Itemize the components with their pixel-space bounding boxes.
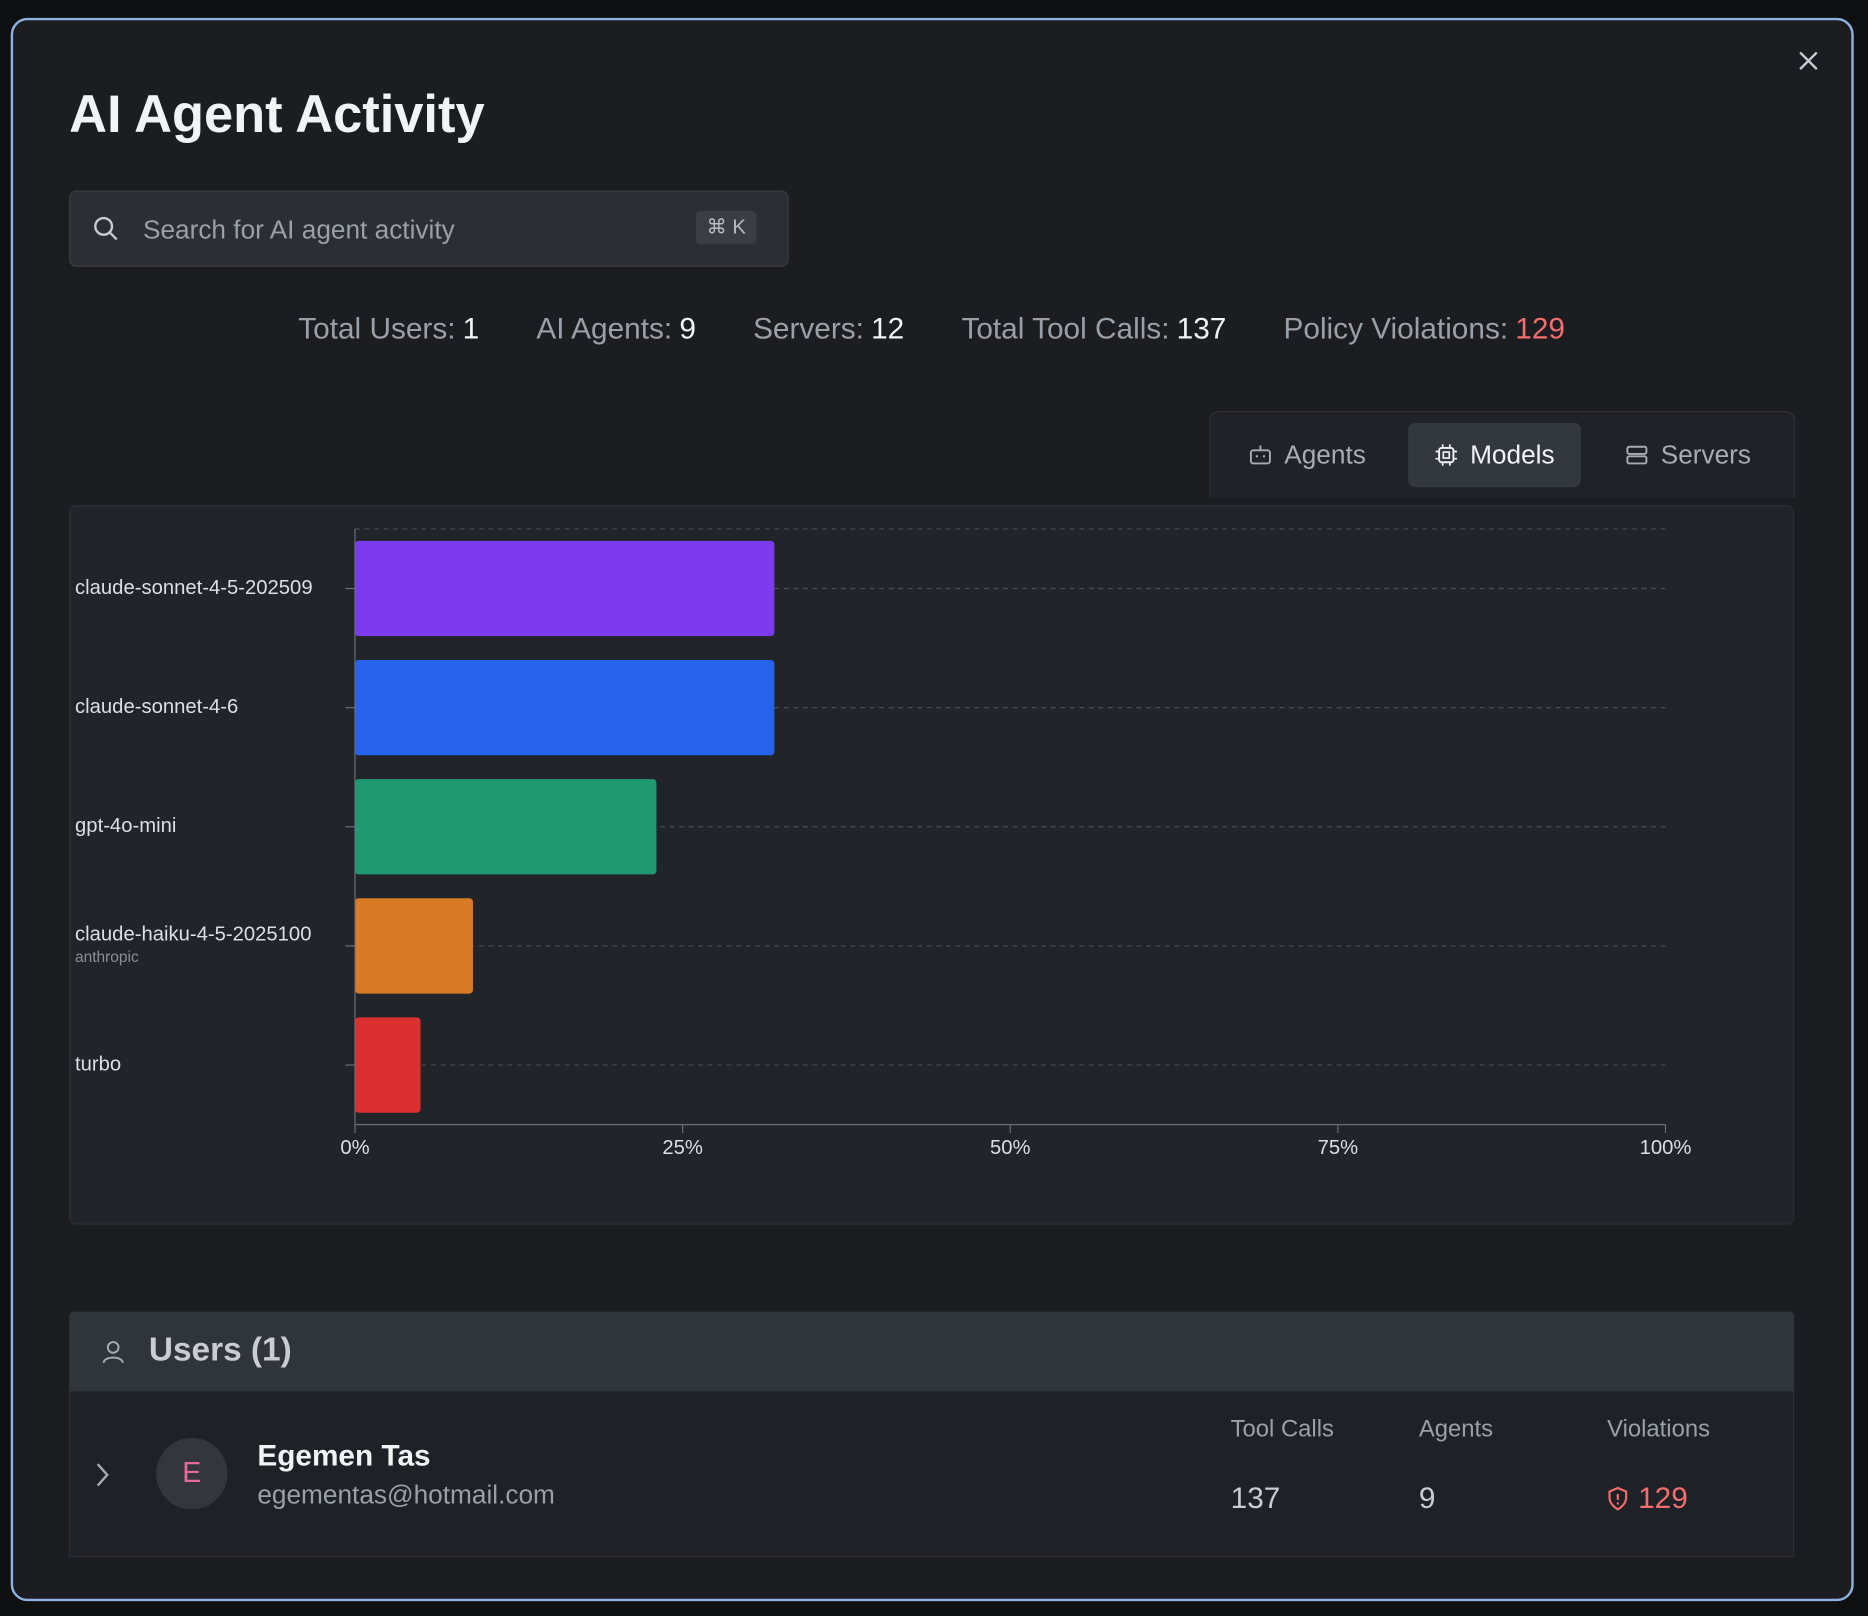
expand-chevron[interactable] <box>94 1462 111 1488</box>
stat-label: Total Users: <box>298 312 456 346</box>
x-tick-label: 75% <box>1318 1137 1359 1159</box>
x-tick-label: 0% <box>340 1137 369 1159</box>
stat-label: Policy Violations: <box>1283 312 1509 346</box>
stat-label: Servers: <box>753 312 864 346</box>
bar <box>355 898 473 994</box>
tab[interactable]: Agents <box>1222 423 1392 487</box>
x-tick-label: 50% <box>990 1137 1031 1159</box>
column-header: Tool Calls <box>1230 1416 1334 1443</box>
y-tick-sublabel: anthropic <box>75 949 139 966</box>
bar <box>355 1017 421 1113</box>
agent-icon <box>1249 445 1271 465</box>
stat-value: 1 <box>462 312 480 346</box>
stat: AI Agents: 9 <box>536 312 695 347</box>
users-header: Users (1) <box>69 1311 1795 1392</box>
shortcut: ⌘ K <box>695 210 757 245</box>
server-icon <box>1626 445 1648 465</box>
tab[interactable]: Models <box>1408 422 1581 488</box>
stats: Total Users: 1 AI Agents: 9 Servers: 12 Tot… <box>69 312 1794 347</box>
tab-label: Agents <box>1284 439 1366 470</box>
chart: claude-sonnet-4-5-202509 claude-sonnet-4-… <box>75 528 1692 1159</box>
avatar: E <box>156 1437 228 1510</box>
x-tick-label: 100% <box>1640 1137 1692 1159</box>
shield-icon <box>1608 1486 1628 1511</box>
user-email: egementas@hotmail.com <box>257 1479 555 1510</box>
stat: Total Users: 1 <box>298 312 479 347</box>
users-title: Users (1) <box>148 1330 292 1368</box>
stat-label: Total Tool Calls: <box>961 312 1170 346</box>
tabs: Agents Models Servers <box>1209 411 1796 498</box>
bar <box>355 779 657 875</box>
y-tick-label: claude-sonnet-4-5-202509 <box>75 577 313 599</box>
stat: Total Tool Calls: 137 <box>961 312 1226 347</box>
x-tick-label: 25% <box>662 1137 703 1159</box>
y-tick-label: claude-sonnet-4-6 <box>75 696 238 718</box>
column-header: Agents <box>1418 1416 1494 1443</box>
chip-icon <box>1435 444 1457 466</box>
title: AI Agent Activity <box>69 85 485 145</box>
user-name: Egemen Tas <box>257 1439 431 1473</box>
column-header: Violations <box>1607 1416 1710 1443</box>
bar <box>355 659 775 756</box>
stat-value: 137 <box>1176 312 1227 346</box>
bar <box>355 540 775 637</box>
search-placeholder: Search for AI agent activity <box>142 214 455 245</box>
stat-value: 12 <box>871 312 905 346</box>
tab[interactable]: Servers <box>1599 423 1777 487</box>
tool-calls-value: 137 <box>1230 1482 1281 1516</box>
y-tick-label: gpt-4o-mini <box>75 815 176 837</box>
user-icon <box>102 1341 124 1364</box>
search-box[interactable]: Search for AI agent activity ⌘ K <box>69 190 789 267</box>
stat: Servers: 12 <box>753 312 904 347</box>
tab-label: Models <box>1470 439 1555 470</box>
search-icon <box>94 216 118 241</box>
user-row: E Egemen Tas egementas@hotmail.com Tool … <box>69 1391 1795 1558</box>
chart-panel: claude-sonnet-4-5-202509 claude-sonnet-4-… <box>69 505 1795 1225</box>
stat: Policy Violations: 129 <box>1284 312 1565 347</box>
stat-label: AI Agents: <box>536 312 673 346</box>
stat-value: 9 <box>679 312 696 346</box>
close-button[interactable] <box>1797 49 1821 73</box>
y-tick-label: turbo <box>75 1053 121 1075</box>
violations-value: 129 <box>1638 1482 1688 1516</box>
y-tick-label: claude-haiku-4-5-2025100 <box>75 924 311 946</box>
agents-value: 9 <box>1418 1482 1436 1516</box>
tab-label: Servers <box>1660 439 1752 470</box>
stat-value: 129 <box>1515 312 1565 346</box>
